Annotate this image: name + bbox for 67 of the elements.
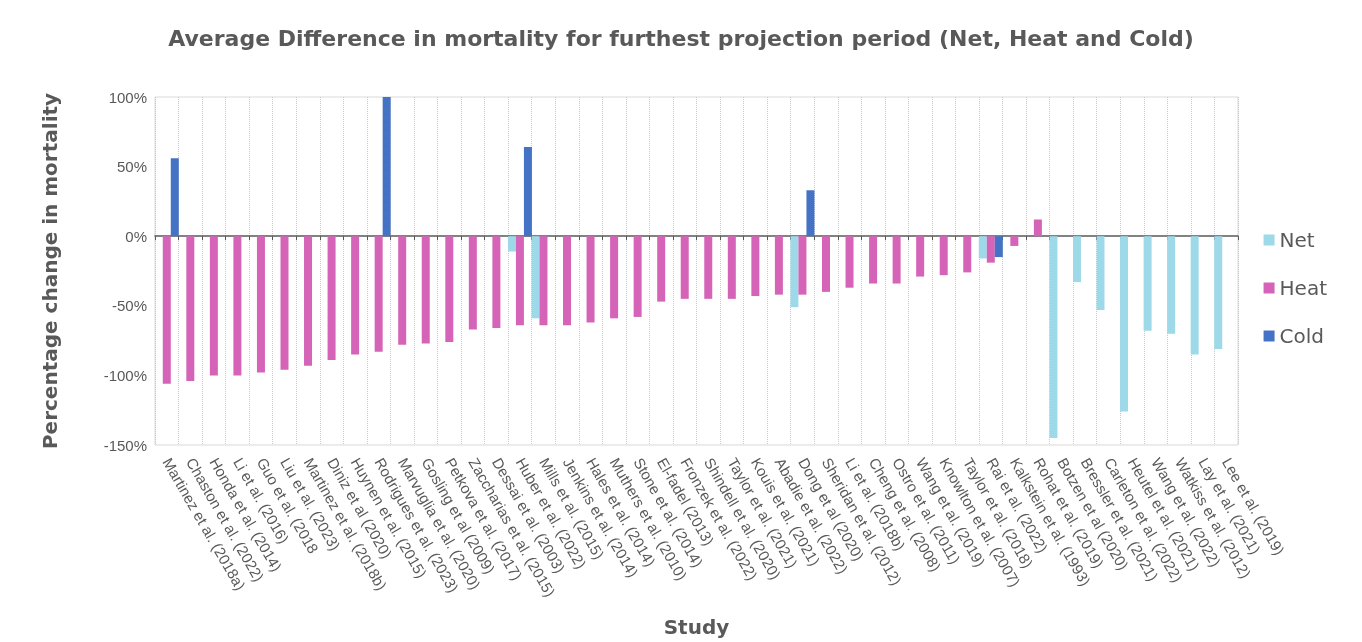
- bar: [963, 236, 972, 273]
- bar: [382, 97, 391, 237]
- bar: [704, 236, 713, 299]
- bar: [398, 236, 407, 345]
- bar: [916, 236, 925, 277]
- bar: [445, 236, 454, 342]
- legend-label: Cold: [1279, 324, 1325, 348]
- bar: [1190, 236, 1199, 355]
- bar: [327, 236, 336, 361]
- bar: [633, 236, 642, 317]
- bar: [162, 236, 171, 384]
- bar: [492, 236, 501, 329]
- y-tick-label: -150%: [103, 436, 147, 454]
- bar: [892, 236, 901, 284]
- bar: [586, 236, 595, 323]
- bar: [845, 236, 854, 288]
- bar: [821, 236, 830, 292]
- bar: [421, 236, 430, 344]
- bar: [1033, 219, 1042, 237]
- bar: [539, 236, 548, 326]
- bar: [1167, 236, 1176, 334]
- bar: [1120, 236, 1129, 412]
- bar: [1049, 236, 1058, 439]
- bar: [751, 236, 760, 297]
- bar: [209, 236, 218, 376]
- bar: [351, 236, 360, 355]
- bar: [170, 158, 179, 237]
- y-tick-label: -100%: [103, 366, 147, 384]
- y-tick-label: 100%: [108, 88, 147, 106]
- y-tick-label: 50%: [116, 158, 147, 176]
- bar: [523, 147, 532, 237]
- bar: [610, 236, 619, 319]
- bar: [563, 236, 572, 326]
- bar: [774, 236, 783, 295]
- bar: [507, 236, 516, 252]
- bar: [657, 236, 666, 302]
- bar: [531, 236, 540, 319]
- legend-label: Net: [1279, 228, 1315, 252]
- bar: [680, 236, 689, 299]
- bar: [869, 236, 878, 284]
- chart-title: Average Difference in mortality for furthest projection period (Net, Heat and Cold): [168, 25, 1194, 51]
- y-tick-label: 0%: [125, 227, 147, 245]
- x-axis-title: Study: [663, 615, 730, 639]
- bar: [790, 236, 799, 308]
- bar: [1010, 236, 1019, 246]
- bar: [1143, 236, 1152, 331]
- bar: [978, 236, 987, 259]
- bar: [468, 236, 477, 330]
- bar: [1214, 236, 1223, 349]
- bar: [233, 236, 242, 376]
- bar: [256, 236, 265, 373]
- bar: [806, 190, 815, 237]
- bar: [186, 236, 195, 381]
- bar: [727, 236, 736, 299]
- bar: [280, 236, 289, 370]
- bar: [304, 236, 313, 366]
- bar: [986, 236, 995, 263]
- bar: [798, 236, 807, 295]
- bar: [1072, 236, 1081, 283]
- y-axis-title: Percentage change in mortality: [38, 92, 62, 450]
- y-tick-label: -50%: [111, 297, 147, 315]
- bar: [1096, 236, 1105, 310]
- bar: [374, 236, 383, 352]
- bar: [939, 236, 948, 276]
- bar: [515, 236, 524, 326]
- bar: [994, 236, 1003, 258]
- legend-label: Heat: [1279, 276, 1328, 300]
